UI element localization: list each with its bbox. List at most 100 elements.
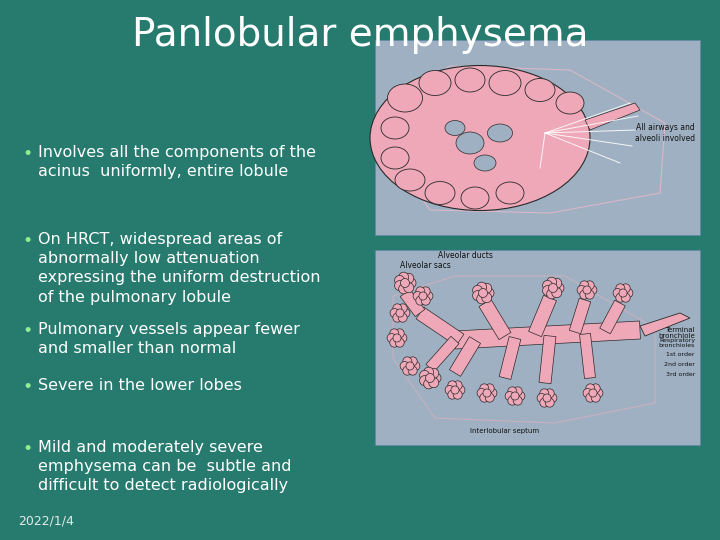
Circle shape — [616, 284, 625, 293]
Text: •: • — [22, 440, 32, 458]
Ellipse shape — [445, 120, 465, 136]
Circle shape — [406, 278, 416, 288]
Circle shape — [421, 296, 431, 305]
Circle shape — [545, 398, 554, 407]
Circle shape — [543, 280, 552, 291]
Circle shape — [477, 282, 487, 292]
Circle shape — [428, 377, 438, 388]
Text: Panlobular emphysema: Panlobular emphysema — [132, 16, 588, 54]
Ellipse shape — [489, 71, 521, 96]
Circle shape — [419, 292, 427, 300]
Polygon shape — [539, 335, 556, 383]
Circle shape — [552, 278, 562, 288]
Circle shape — [393, 313, 402, 322]
Circle shape — [445, 386, 454, 395]
Circle shape — [591, 384, 600, 393]
Circle shape — [408, 366, 417, 375]
Circle shape — [548, 394, 557, 402]
Polygon shape — [570, 298, 590, 334]
Circle shape — [406, 362, 414, 370]
Text: Involves all the components of the
acinus  uniformly, entire lobule: Involves all the components of the acinu… — [38, 145, 316, 179]
Circle shape — [621, 293, 630, 302]
Ellipse shape — [556, 92, 584, 114]
Circle shape — [411, 361, 420, 370]
Circle shape — [480, 393, 489, 402]
Text: Mild and moderately severe
emphysema can be  subtle and
difficult to detect radi: Mild and moderately severe emphysema can… — [38, 440, 292, 494]
Circle shape — [404, 283, 414, 293]
Polygon shape — [454, 321, 641, 349]
Circle shape — [472, 291, 482, 301]
Text: •: • — [22, 378, 32, 396]
Text: 1st order: 1st order — [667, 352, 695, 357]
Text: •: • — [22, 322, 32, 340]
Circle shape — [448, 390, 456, 399]
Polygon shape — [426, 336, 459, 372]
Circle shape — [398, 334, 407, 342]
Text: 3rd order: 3rd order — [665, 372, 695, 377]
Bar — [375, 40, 700, 235]
Circle shape — [621, 284, 630, 293]
Text: 2022/1/4: 2022/1/4 — [18, 515, 74, 528]
Text: Respiratory
bronchioles: Respiratory bronchioles — [659, 338, 695, 348]
Circle shape — [537, 394, 546, 402]
Circle shape — [543, 394, 551, 402]
Circle shape — [594, 388, 603, 397]
Polygon shape — [585, 103, 640, 130]
Circle shape — [387, 334, 396, 342]
Circle shape — [402, 366, 412, 375]
Polygon shape — [600, 300, 625, 334]
Circle shape — [543, 286, 552, 295]
Circle shape — [400, 279, 410, 287]
Circle shape — [390, 308, 399, 318]
Circle shape — [540, 398, 549, 407]
Circle shape — [577, 286, 586, 294]
Polygon shape — [580, 333, 595, 379]
Polygon shape — [528, 295, 557, 337]
Circle shape — [588, 286, 597, 294]
Circle shape — [484, 288, 494, 298]
Circle shape — [552, 288, 562, 298]
Ellipse shape — [525, 78, 555, 102]
Text: All airways and
alveoli involved: All airways and alveoli involved — [635, 123, 695, 143]
Circle shape — [549, 284, 557, 293]
Circle shape — [416, 296, 425, 305]
Circle shape — [423, 367, 433, 377]
Circle shape — [421, 287, 431, 296]
Circle shape — [513, 396, 522, 405]
Circle shape — [583, 388, 592, 397]
Circle shape — [540, 389, 549, 398]
Polygon shape — [640, 313, 690, 336]
Circle shape — [395, 338, 404, 347]
Text: •: • — [22, 145, 32, 163]
Ellipse shape — [461, 187, 489, 209]
Text: On HRCT, widespread areas of
abnormally low attenuation
expressing the uniform d: On HRCT, widespread areas of abnormally … — [38, 232, 320, 305]
Circle shape — [453, 390, 462, 399]
Circle shape — [554, 283, 564, 293]
Circle shape — [399, 272, 409, 282]
Circle shape — [428, 368, 438, 379]
Circle shape — [613, 288, 622, 298]
Circle shape — [420, 376, 430, 386]
Text: 2nd order: 2nd order — [664, 362, 695, 367]
Circle shape — [508, 396, 517, 405]
Polygon shape — [449, 336, 480, 376]
Circle shape — [396, 309, 404, 317]
Circle shape — [488, 388, 497, 397]
Circle shape — [448, 381, 456, 390]
Ellipse shape — [425, 181, 455, 205]
Circle shape — [580, 290, 589, 299]
Circle shape — [482, 293, 492, 303]
Ellipse shape — [496, 182, 524, 204]
Circle shape — [546, 277, 557, 287]
Circle shape — [393, 304, 402, 313]
Circle shape — [619, 289, 627, 297]
Circle shape — [398, 313, 408, 322]
Circle shape — [485, 393, 494, 402]
Ellipse shape — [381, 147, 409, 169]
Ellipse shape — [395, 169, 425, 191]
Polygon shape — [400, 289, 425, 316]
Circle shape — [624, 288, 633, 298]
Circle shape — [431, 373, 441, 383]
Circle shape — [477, 388, 486, 397]
Circle shape — [399, 284, 409, 294]
